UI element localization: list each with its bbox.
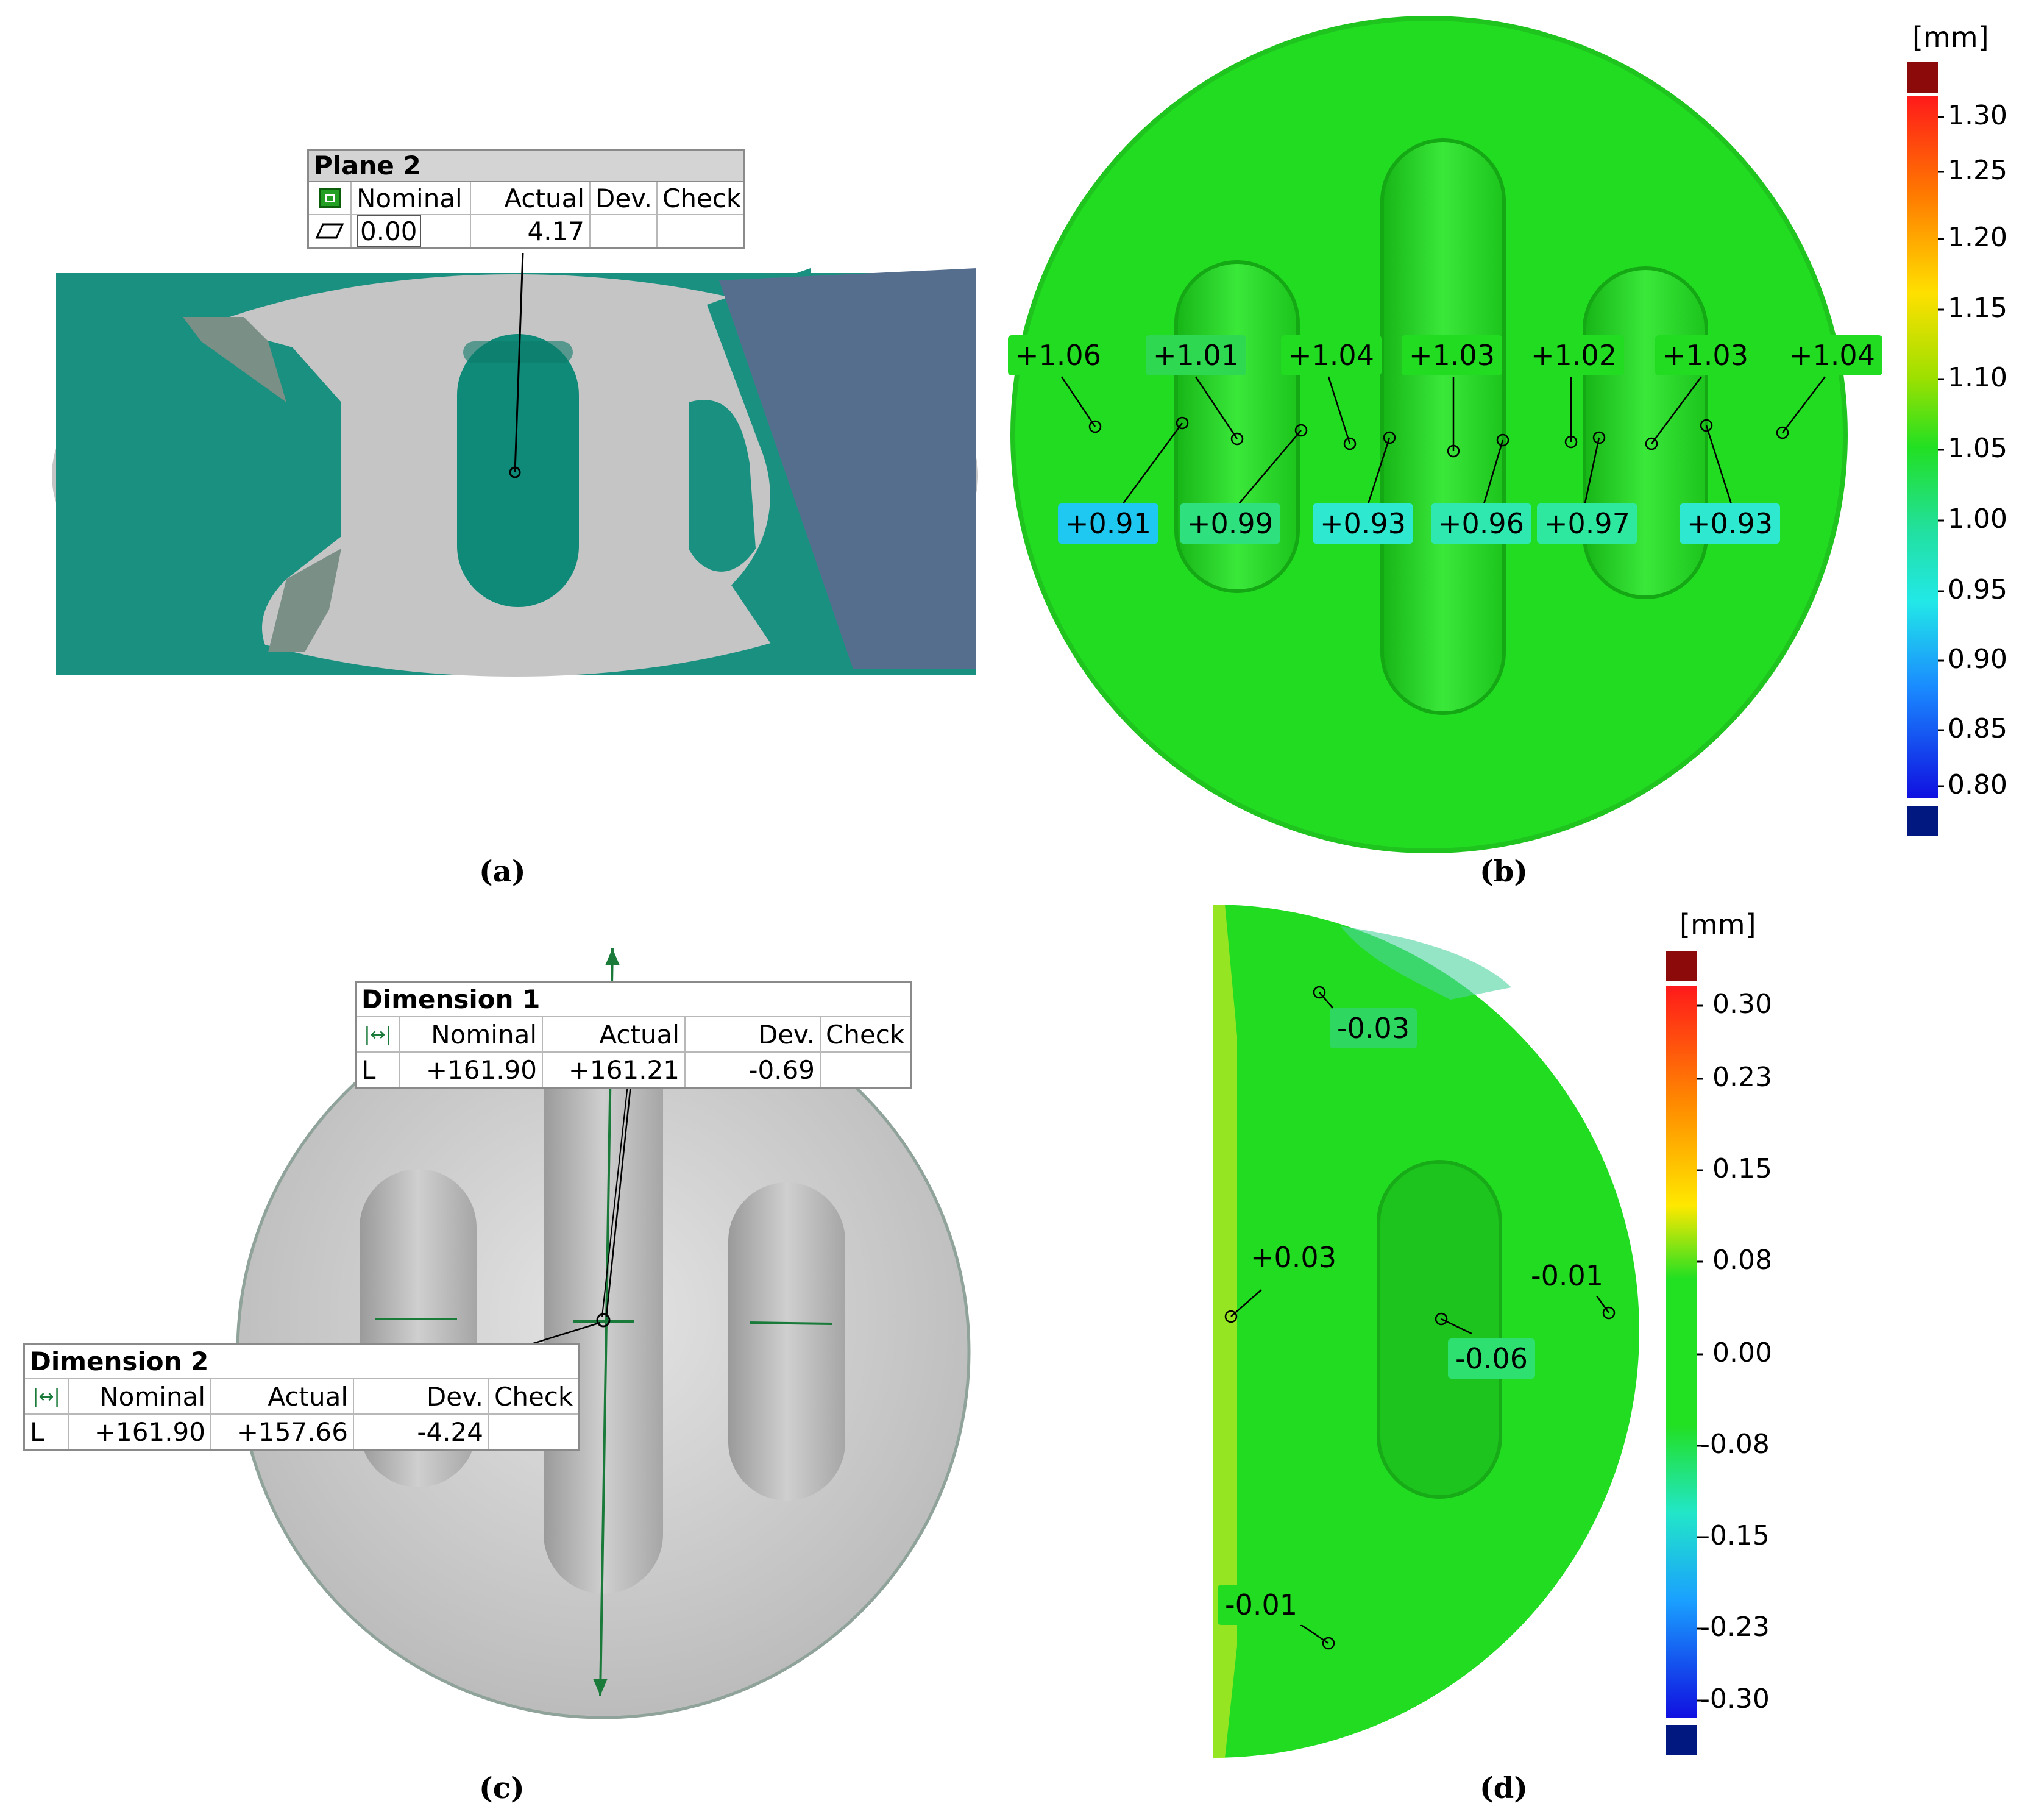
deviation-label: +1.03 — [1655, 335, 1756, 375]
dev-value: -0.69 — [686, 1053, 821, 1087]
panel-d-scale-bar — [1666, 986, 1697, 1718]
deviation-label: +1.04 — [1782, 335, 1882, 375]
nominal-header: Nominal — [352, 182, 471, 214]
panel-b-tick: 1.15 — [1948, 293, 2007, 324]
actual-header: Actual — [211, 1379, 354, 1413]
deviation-label: -0.01 — [1524, 1256, 1611, 1296]
panel-b-scale-bar — [1907, 96, 1938, 798]
actual-value: 4.17 — [471, 215, 591, 247]
deviation-label: +0.91 — [1058, 503, 1158, 544]
nominal-value: 0.00 — [352, 215, 471, 247]
plane-feature-icon — [309, 182, 352, 214]
panel-b-tick: 0.95 — [1948, 574, 2007, 605]
dev-header: Dev. — [591, 182, 658, 214]
panel-d-deviation-map — [1213, 905, 1703, 1758]
deviation-label: +1.03 — [1402, 335, 1502, 375]
check-value — [489, 1415, 578, 1449]
check-value — [821, 1053, 910, 1087]
check-header: Check — [494, 1381, 573, 1412]
actual-header: Actual — [543, 1017, 686, 1051]
panel-d-tick: 0.23 — [1712, 1062, 1772, 1093]
panel-d-tick: 0.30 — [1712, 989, 1772, 1020]
plane-2-title: Plane 2 — [309, 151, 743, 182]
panel-a-scan — [52, 252, 978, 677]
dimension-2-title: Dimension 2 — [25, 1345, 578, 1379]
panel-d-scale-under-swatch — [1666, 1725, 1697, 1755]
deviation-label: +1.06 — [1008, 335, 1109, 375]
panel-d-scale-over-swatch — [1666, 951, 1697, 981]
caption-c: (c) — [479, 1771, 525, 1805]
panel-d-tick: -0.30 — [1700, 1683, 1770, 1715]
check-value — [658, 215, 743, 247]
dimension-1-title: Dimension 1 — [357, 983, 910, 1017]
panel-b-scale-under-swatch — [1907, 806, 1938, 836]
actual-header: Actual — [471, 182, 591, 214]
panel-b-unit: [mm] — [1912, 21, 1989, 54]
deviation-label: +0.96 — [1431, 503, 1531, 544]
deviation-label: +0.93 — [1680, 503, 1780, 544]
nominal-header: Nominal — [69, 1379, 211, 1413]
length-dimension-icon: |↔| — [357, 1017, 400, 1051]
panel-d-unit: [mm] — [1680, 908, 1756, 941]
caption-d: (d) — [1480, 1771, 1528, 1805]
check-header: Check — [662, 183, 742, 213]
deviation-label: -0.06 — [1448, 1338, 1536, 1379]
actual-value: +157.66 — [211, 1415, 354, 1449]
nominal-value: +161.90 — [400, 1053, 543, 1087]
panel-d-tick: -0.08 — [1700, 1429, 1770, 1460]
panel-b-tick: 0.90 — [1948, 644, 2007, 675]
panel-b-deviation-map — [1010, 16, 1944, 853]
deviation-label: -0.01 — [1218, 1585, 1305, 1625]
flatness-icon — [309, 215, 352, 247]
panel-d-tick: -0.23 — [1700, 1612, 1770, 1643]
dimension-2-table: Dimension 2 |↔| Nominal Actual Dev. Chec… — [23, 1343, 580, 1451]
panel-b-tick: 1.25 — [1948, 155, 2007, 186]
deviation-label: -0.03 — [1330, 1008, 1417, 1048]
panel-c-scan — [236, 948, 971, 1719]
dimension-type: L — [357, 1053, 400, 1087]
length-dimension-icon: |↔| — [25, 1379, 69, 1413]
panel-b-tick: 1.00 — [1948, 503, 2007, 535]
panel-d-tick: 0.15 — [1712, 1153, 1772, 1184]
panel-b-scale-over-swatch — [1907, 62, 1938, 93]
deviation-label: +0.99 — [1180, 503, 1280, 544]
panel-b-tick: 1.30 — [1948, 100, 2007, 131]
deviation-label: +1.01 — [1146, 335, 1246, 375]
panel-b-tick: 1.10 — [1948, 362, 2007, 393]
nominal-header: Nominal — [400, 1017, 543, 1051]
deviation-label: +0.93 — [1313, 503, 1413, 544]
caption-a: (a) — [479, 855, 526, 889]
dimension-1-table: Dimension 1 |↔| Nominal Actual Dev. Chec… — [355, 981, 912, 1089]
plane-2-table: Plane 2 Nominal Actual Dev. Check 0.00 4… — [307, 149, 745, 249]
dimension-type: L — [25, 1415, 69, 1449]
nominal-value: +161.90 — [69, 1415, 211, 1449]
dev-header: Dev. — [686, 1017, 821, 1051]
panel-d-tick: 0.00 — [1712, 1337, 1772, 1368]
panel-d-tick: -0.15 — [1700, 1520, 1770, 1551]
check-header: Check — [826, 1019, 905, 1050]
panel-b-tick: 1.05 — [1948, 433, 2007, 464]
panel-b-tick: 1.20 — [1948, 222, 2007, 253]
panel-b-tick: 0.80 — [1948, 769, 2007, 800]
dev-value — [591, 215, 658, 247]
deviation-label: +1.02 — [1524, 335, 1624, 375]
panel-d-tick: 0.08 — [1712, 1245, 1772, 1276]
dev-value: -4.24 — [354, 1415, 489, 1449]
panel-b-tick: 0.85 — [1948, 713, 2007, 744]
deviation-label: +1.04 — [1281, 335, 1382, 375]
deviation-label: +0.97 — [1537, 503, 1637, 544]
deviation-label: +0.03 — [1243, 1237, 1344, 1278]
dev-header: Dev. — [354, 1379, 489, 1413]
caption-b: (b) — [1480, 855, 1528, 889]
actual-value: +161.21 — [543, 1053, 686, 1087]
